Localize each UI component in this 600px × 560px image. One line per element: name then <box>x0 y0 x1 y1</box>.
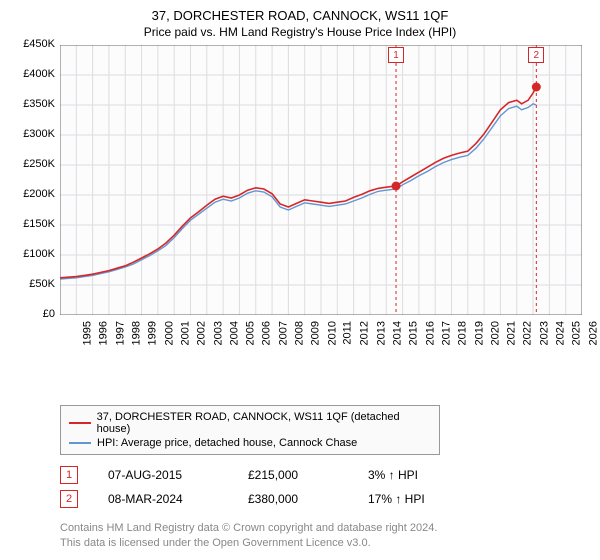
x-tick-label: 2019 <box>473 321 485 345</box>
x-tick-label: 2026 <box>587 321 599 345</box>
y-tick-label: £250K <box>10 158 55 170</box>
sale-row: 1 07-AUG-2015 £215,000 3% ↑ HPI <box>60 463 590 487</box>
y-tick-label: £150K <box>10 218 55 230</box>
chart-marker-badge: 1 <box>388 47 404 63</box>
x-tick-label: 2011 <box>342 321 354 345</box>
x-tick-label: 2013 <box>375 321 387 345</box>
x-tick-label: 2016 <box>424 321 436 345</box>
x-tick-label: 2025 <box>571 321 583 345</box>
y-tick-label: £50K <box>10 278 55 290</box>
chart-subtitle: Price paid vs. HM Land Registry's House … <box>10 25 590 39</box>
sales-table: 1 07-AUG-2015 £215,000 3% ↑ HPI 2 08-MAR-2024… <box>60 463 590 511</box>
sale-diff: 3% ↑ HPI <box>368 468 418 482</box>
legend-swatch <box>69 422 91 424</box>
x-tick-label: 2014 <box>391 321 403 345</box>
chart-marker-badge: 2 <box>528 47 544 63</box>
x-tick-label: 1996 <box>98 321 110 345</box>
x-tick-label: 2023 <box>538 321 550 345</box>
x-tick-label: 2001 <box>179 321 191 345</box>
legend-label: HPI: Average price, detached house, Cann… <box>97 437 357 449</box>
x-tick-label: 1995 <box>81 321 93 345</box>
x-tick-label: 2015 <box>408 321 420 345</box>
y-tick-label: £400K <box>10 68 55 80</box>
y-tick-label: £200K <box>10 188 55 200</box>
sale-row: 2 08-MAR-2024 £380,000 17% ↑ HPI <box>60 487 590 511</box>
x-tick-label: 2003 <box>212 321 224 345</box>
footer-line-1: Contains HM Land Registry data © Crown c… <box>60 521 590 536</box>
sale-diff: 17% ↑ HPI <box>368 492 425 506</box>
legend: 37, DORCHESTER ROAD, CANNOCK, WS11 1QF (… <box>60 405 440 455</box>
line-chart <box>60 45 582 315</box>
x-tick-label: 1999 <box>147 321 159 345</box>
sale-price: £380,000 <box>248 492 338 506</box>
x-tick-label: 2006 <box>261 321 273 345</box>
chart-area: 1 2 £0 £50K £100K £150K £200K £250K £300K £350K £4… <box>10 45 590 355</box>
footer-line-2: This data is licensed under the Open Gov… <box>60 536 590 551</box>
x-tick-label: 2009 <box>310 321 322 345</box>
x-tick-label: 1998 <box>130 321 142 345</box>
sale-badge: 2 <box>60 490 78 508</box>
y-tick-label: £300K <box>10 128 55 140</box>
x-tick-label: 2017 <box>440 321 452 345</box>
x-tick-label: 2005 <box>245 321 257 345</box>
legend-swatch <box>69 442 91 444</box>
x-tick-label: 2000 <box>163 321 175 345</box>
legend-item: 37, DORCHESTER ROAD, CANNOCK, WS11 1QF (… <box>69 410 431 436</box>
x-tick-label: 2008 <box>294 321 306 345</box>
x-tick-label: 2007 <box>277 321 289 345</box>
chart-title: 37, DORCHESTER ROAD, CANNOCK, WS11 1QF <box>10 8 590 23</box>
y-tick-label: £0 <box>10 308 55 320</box>
x-tick-label: 2024 <box>555 321 567 345</box>
x-tick-label: 2004 <box>228 321 240 345</box>
x-tick-label: 2020 <box>489 321 501 345</box>
sale-badge: 1 <box>60 466 78 484</box>
sale-price: £215,000 <box>248 468 338 482</box>
y-tick-label: £100K <box>10 248 55 260</box>
footer-attribution: Contains HM Land Registry data © Crown c… <box>60 521 590 551</box>
x-tick-label: 2012 <box>359 321 371 345</box>
x-tick-label: 2002 <box>196 321 208 345</box>
legend-label: 37, DORCHESTER ROAD, CANNOCK, WS11 1QF (… <box>97 411 431 435</box>
x-tick-label: 2021 <box>506 321 518 345</box>
x-tick-label: 2010 <box>326 321 338 345</box>
x-tick-label: 2022 <box>522 321 534 345</box>
legend-item: HPI: Average price, detached house, Cann… <box>69 436 431 450</box>
y-tick-label: £450K <box>10 38 55 50</box>
x-tick-label: 1997 <box>114 321 126 345</box>
x-tick-label: 2018 <box>457 321 469 345</box>
y-tick-label: £350K <box>10 98 55 110</box>
sale-date: 08-MAR-2024 <box>108 492 218 506</box>
sale-date: 07-AUG-2015 <box>108 468 218 482</box>
